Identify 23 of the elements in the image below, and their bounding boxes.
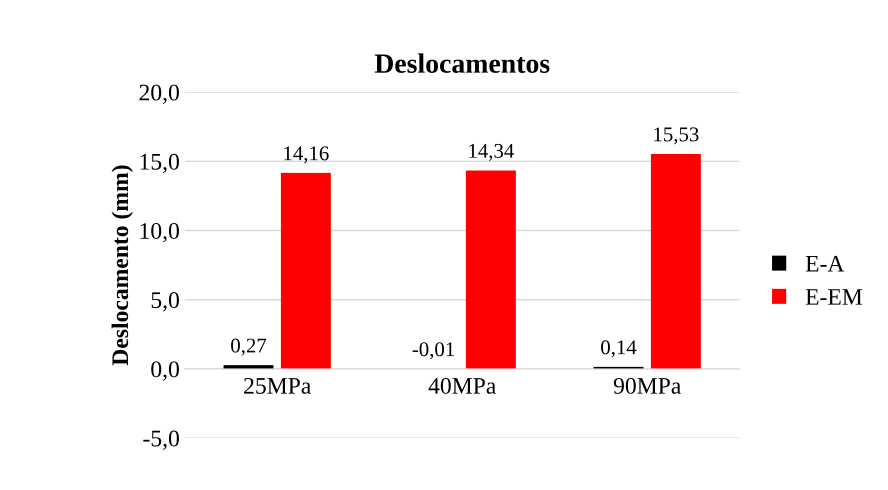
x-tick-label: 90MPa bbox=[614, 378, 681, 394]
y-tick-label: 0,0 bbox=[151, 361, 179, 381]
data-label: -0,01 bbox=[412, 342, 454, 360]
y-axis-title: Deslocamento (mm) bbox=[112, 165, 133, 366]
x-tick-label: 25MPa bbox=[244, 378, 311, 394]
bar bbox=[224, 365, 274, 369]
data-label: 0,14 bbox=[601, 340, 636, 358]
data-label: 15,53 bbox=[654, 127, 699, 144]
y-tick-label: 20,0 bbox=[140, 84, 179, 104]
y-tick-label: 5,0 bbox=[152, 292, 179, 312]
bar bbox=[280, 172, 331, 369]
data-label: 0,27 bbox=[231, 338, 266, 356]
y-tick-label: 10,0 bbox=[140, 222, 179, 242]
legend-label: E-EM bbox=[806, 289, 862, 305]
bar bbox=[466, 170, 516, 369]
legend-label: E-A bbox=[806, 256, 844, 272]
y-tick-label: -5,0 bbox=[143, 430, 179, 450]
data-label: 14,16 bbox=[284, 146, 329, 164]
y-tick-label: 15,0 bbox=[140, 154, 179, 174]
chart-title: Deslocamentos bbox=[374, 53, 550, 73]
bar bbox=[650, 154, 701, 369]
data-label: 14,34 bbox=[469, 144, 514, 161]
x-tick-label: 40MPa bbox=[428, 378, 496, 394]
